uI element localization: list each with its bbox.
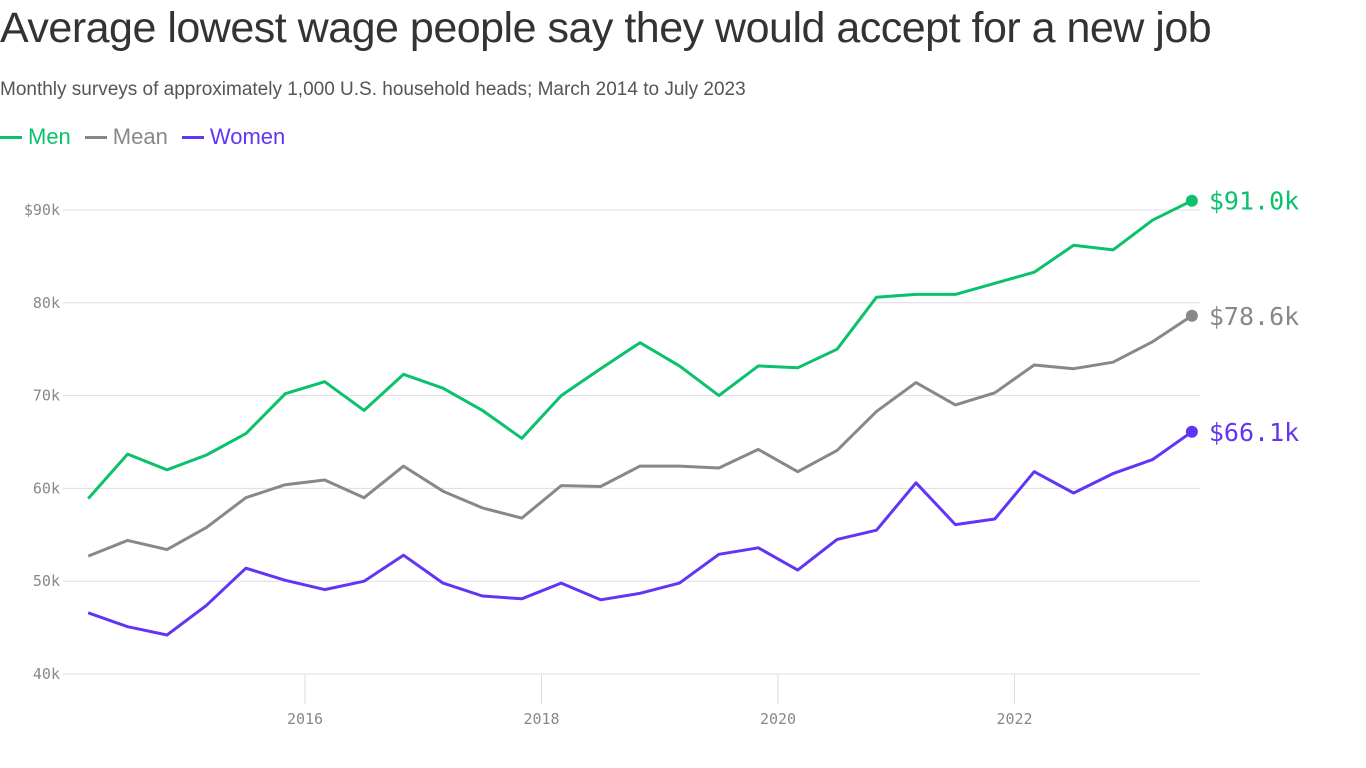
y-tick-label: 40k	[33, 665, 60, 683]
y-tick-label: $90k	[24, 201, 60, 219]
legend-swatch-mean	[84, 135, 107, 139]
y-tick-label: 80k	[33, 294, 60, 312]
end-label-mean: $78.6k	[1209, 302, 1299, 331]
y-tick-label: 60k	[33, 479, 60, 497]
chart-subtitle: Monthly surveys of approximately 1,000 U…	[0, 79, 746, 100]
end-label-women: $66.1k	[1209, 418, 1299, 447]
end-point-mean	[1185, 309, 1198, 322]
chart-title: Average lowest wage people say they woul…	[0, 4, 1212, 52]
end-point-men	[1185, 194, 1198, 207]
x-tick-label: 2016	[287, 710, 323, 728]
legend-swatch-men	[0, 135, 22, 139]
end-point-women	[1185, 425, 1198, 438]
legend-swatch-women	[181, 135, 204, 139]
series-line-men	[87, 199, 1193, 500]
x-tick-label: 2018	[523, 710, 559, 728]
legend: Men Mean Women	[0, 124, 285, 150]
end-label-men: $91.0k	[1209, 187, 1299, 216]
legend-item-mean: Mean	[84, 124, 168, 150]
legend-label-mean: Mean	[112, 124, 168, 149]
series-line-women	[87, 430, 1193, 637]
legend-item-women: Women	[181, 124, 286, 150]
x-tick-label: 2020	[760, 710, 796, 728]
series-line-mean	[87, 314, 1193, 558]
x-tick-label: 2022	[996, 710, 1032, 728]
legend-item-men: Men	[0, 124, 71, 150]
legend-label-men: Men	[28, 124, 71, 149]
legend-label-women: Women	[209, 124, 286, 149]
y-tick-label: 70k	[33, 387, 60, 405]
y-tick-label: 50k	[33, 572, 60, 590]
